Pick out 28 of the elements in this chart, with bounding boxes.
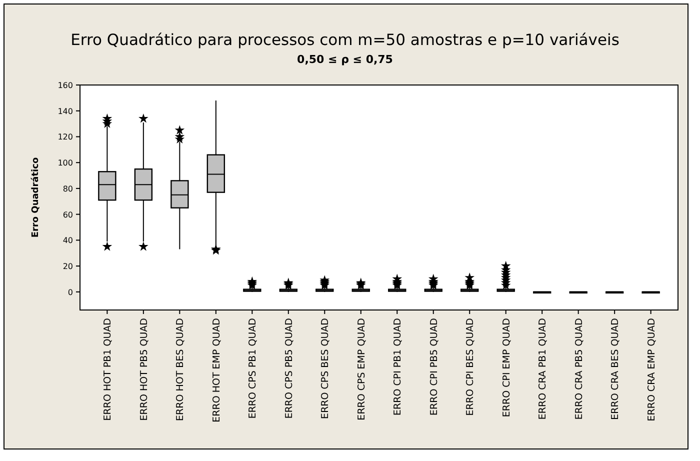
x-tick-label: ERRO CPS BES QUAD bbox=[320, 318, 332, 419]
x-tick-label: ERRO CPS PB1 QUAD bbox=[248, 318, 259, 419]
y-axis-title: Erro Quadrático bbox=[30, 157, 41, 238]
x-tick-label: ERRO CRA BES QUAD bbox=[610, 318, 622, 420]
y-tick-label: 60 bbox=[62, 210, 73, 220]
x-tick-label: ERRO HOT BES QUAD bbox=[175, 318, 186, 421]
x-tick-label: ERRO HOT PB1 QUAD bbox=[102, 318, 114, 421]
y-tick-label: 40 bbox=[62, 236, 73, 246]
x-tick-label: ERRO CPS PB5 QUAD bbox=[284, 318, 295, 419]
x-tick-label: ERRO CRA PB1 QUAD bbox=[538, 318, 549, 420]
x-tick-label: ERRO CRA EMP QUAD bbox=[646, 318, 658, 422]
x-tick-label: ERRO CRA PB5 QUAD bbox=[574, 318, 585, 420]
y-tick-label: 80 bbox=[62, 184, 73, 194]
chart-subtitle: 0,50 ≤ ρ ≤ 0,75 bbox=[297, 53, 393, 66]
x-tick-label: ERRO CPI EMP QUAD bbox=[501, 318, 512, 418]
x-tick-label: ERRO CPI PB1 QUAD bbox=[392, 318, 404, 416]
y-tick-label: 0 bbox=[68, 288, 73, 297]
chart-title: Erro Quadrático para processos com m=50 amostras e p=10 variáveis bbox=[70, 31, 620, 49]
y-tick-label: 160 bbox=[58, 81, 73, 90]
x-tick-label: ERRO CPI BES QUAD bbox=[465, 318, 476, 416]
x-tick-label: ERRO CPS EMP QUAD bbox=[356, 318, 368, 420]
y-tick-label: 140 bbox=[58, 106, 73, 116]
x-tick-label: ERRO CPI PB5 QUAD bbox=[428, 318, 440, 416]
x-tick-label: ERRO HOT PB5 QUAD bbox=[138, 318, 150, 421]
y-tick-label: 20 bbox=[62, 262, 73, 272]
y-tick-label: 120 bbox=[58, 132, 73, 142]
x-tick-label: ERRO HOT EMP QUAD bbox=[211, 318, 222, 422]
y-tick-label: 100 bbox=[58, 158, 73, 168]
